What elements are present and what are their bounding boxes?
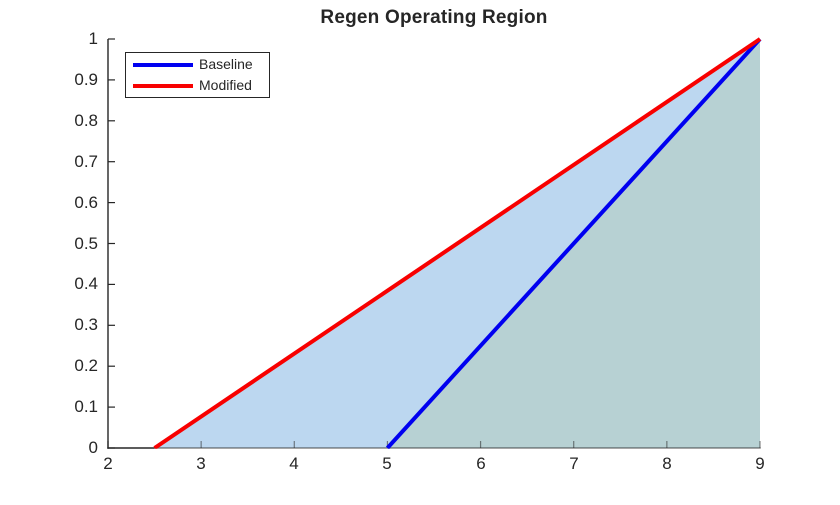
- baseline-line-swatch: [133, 62, 193, 67]
- y-tick-label: 0.7: [74, 152, 98, 171]
- x-tick-label: 2: [103, 454, 113, 473]
- x-tick-label: 9: [755, 454, 765, 473]
- y-tick-label: 0.5: [74, 234, 98, 253]
- chart-title: Regen Operating Region: [320, 7, 548, 28]
- y-tick-label: 0.1: [74, 397, 98, 416]
- y-tick-label: 0.9: [74, 70, 98, 89]
- y-tick-label: 0.4: [74, 274, 98, 293]
- x-tick-label: 4: [289, 454, 299, 473]
- legend-entry-baseline: Baseline: [126, 57, 269, 72]
- x-tick-label: 7: [569, 454, 579, 473]
- modified-line-swatch: [133, 83, 193, 88]
- legend-label-modified: Modified: [199, 77, 252, 93]
- y-tick-label: 0.6: [74, 193, 98, 212]
- y-tick-label: 1: [88, 29, 98, 48]
- legend-entry-modified: Modified: [126, 78, 269, 93]
- y-tick-label: 0.3: [74, 315, 98, 334]
- x-tick-label: 6: [476, 454, 486, 473]
- y-tick-label: 0.8: [74, 111, 98, 130]
- x-tick-label: 3: [196, 454, 206, 473]
- x-tick-label: 5: [382, 454, 392, 473]
- x-tick-label: 8: [662, 454, 672, 473]
- y-tick-label: 0: [88, 438, 98, 457]
- y-tick-label: 0.2: [74, 356, 98, 375]
- legend: Baseline Modified: [125, 52, 270, 98]
- legend-label-baseline: Baseline: [199, 56, 253, 72]
